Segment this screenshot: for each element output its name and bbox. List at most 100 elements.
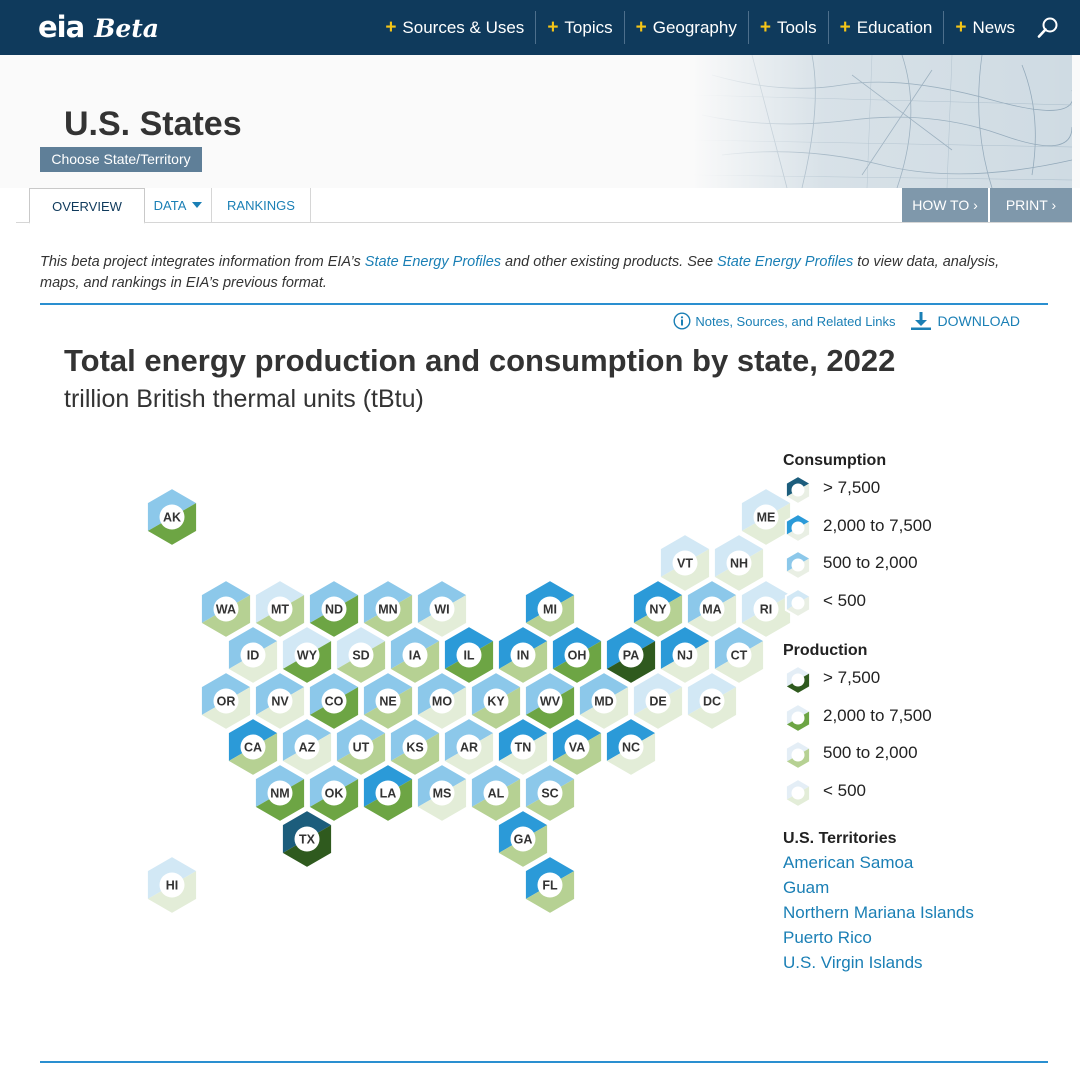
state-label: VA	[569, 741, 585, 755]
state-hex-ca[interactable]: CA	[226, 716, 280, 778]
production-legend-item: 500 to 2,000	[783, 735, 1063, 773]
state-hex-or[interactable]: OR	[199, 670, 253, 732]
state-hex-hi[interactable]: HI	[145, 854, 199, 916]
state-hex-ga[interactable]: GA	[496, 808, 550, 870]
plus-icon: +	[759, 16, 771, 38]
tab-rankings[interactable]: RANKINGS	[212, 188, 311, 223]
state-hex-tn[interactable]: TN	[496, 716, 550, 778]
state-hex-vt[interactable]: VT	[658, 532, 712, 594]
nav-tools[interactable]: + Tools	[747, 11, 828, 44]
state-energy-profiles-link[interactable]: State Energy Profiles	[364, 254, 502, 270]
state-hex-oh[interactable]: OH	[550, 624, 604, 686]
territory-link[interactable]: Puerto Rico	[783, 928, 872, 947]
state-hex-nj[interactable]: NJ	[658, 624, 712, 686]
state-hex-me[interactable]: ME	[739, 486, 793, 548]
state-hex-wv[interactable]: WV	[523, 670, 577, 732]
search-icon[interactable]	[1036, 16, 1060, 40]
state-hex-ok[interactable]: OK	[307, 762, 361, 824]
info-icon	[673, 312, 691, 330]
state-label: LA	[380, 787, 397, 801]
state-hex-nh[interactable]: NH	[712, 532, 766, 594]
nav-sources-uses[interactable]: + Sources & Uses	[374, 11, 535, 44]
state-hex-mi[interactable]: MI	[523, 578, 577, 640]
state-hex-la[interactable]: LA	[361, 762, 415, 824]
state-hex-ak[interactable]: AK	[145, 486, 199, 548]
download-button[interactable]: DOWNLOAD	[910, 311, 1020, 331]
state-hex-ms[interactable]: MS	[415, 762, 469, 824]
hex-outline	[307, 578, 361, 640]
hex-outline	[784, 702, 812, 733]
nav-topics[interactable]: + Topics	[535, 11, 623, 44]
hex-outline	[145, 486, 199, 548]
tab-overview[interactable]: OVERVIEW	[29, 188, 145, 224]
state-energy-profiles-link-2[interactable]: State Energy Profiles	[717, 254, 854, 270]
nav-education[interactable]: + Education	[827, 11, 944, 44]
state-hex-in[interactable]: IN	[496, 624, 550, 686]
state-hex-nc[interactable]: NC	[604, 716, 658, 778]
state-hex-wa[interactable]: WA	[199, 578, 253, 640]
tab-data-label: DATA	[153, 198, 187, 213]
choose-state-button[interactable]: Choose State/Territory	[40, 147, 202, 172]
label-circle	[791, 786, 805, 799]
label-circle	[791, 748, 805, 762]
print-button[interactable]: PRINT ›	[990, 188, 1072, 222]
chart-tools: Notes, Sources, and Related Links DOWNLO…	[673, 310, 1020, 332]
state-hex-il[interactable]: IL	[442, 624, 496, 686]
state-hex-wy[interactable]: WY	[280, 624, 334, 686]
state-hex-id[interactable]: ID	[226, 624, 280, 686]
state-hex-al[interactable]: AL	[469, 762, 523, 824]
state-hex-ks[interactable]: KS	[388, 716, 442, 778]
state-hex-nd[interactable]: ND	[307, 578, 361, 640]
main-nav: + Sources & Uses + Topics + Geography + Tool…	[374, 11, 1026, 44]
state-label: ID	[247, 649, 260, 663]
state-hex-ar[interactable]: AR	[442, 716, 496, 778]
state-hex-sd[interactable]: SD	[334, 624, 388, 686]
territory-link[interactable]: Guam	[783, 878, 830, 897]
state-hex-nm[interactable]: NM	[253, 762, 307, 824]
state-hex-az[interactable]: AZ	[280, 716, 334, 778]
download-icon	[910, 312, 931, 330]
state-hex-wi[interactable]: WI	[415, 578, 469, 640]
territory-link[interactable]: U.S. Virgin Islands	[783, 953, 923, 972]
state-label: WI	[434, 603, 449, 617]
nav-news[interactable]: + News	[943, 11, 1026, 44]
state-hex-de[interactable]: DE	[631, 670, 685, 732]
state-hex-tx[interactable]: TX	[280, 808, 334, 870]
nav-geography[interactable]: + Geography	[623, 11, 748, 44]
state-hex-sc[interactable]: SC	[523, 762, 577, 824]
chart-subtitle: trillion British thermal units (tBtu)	[64, 385, 424, 413]
hex-outline	[361, 762, 415, 824]
state-hex-ia[interactable]: IA	[388, 624, 442, 686]
state-hex-mo[interactable]: MO	[415, 670, 469, 732]
state-hex-ne[interactable]: NE	[361, 670, 415, 732]
state-label: MI	[543, 603, 557, 617]
state-hex-fl[interactable]: FL	[523, 854, 577, 916]
state-hex-va[interactable]: VA	[550, 716, 604, 778]
territory-link[interactable]: Northern Mariana Islands	[783, 903, 974, 922]
state-hex-mt[interactable]: MT	[253, 578, 307, 640]
hex-outline	[307, 670, 361, 732]
label-circle	[294, 734, 320, 760]
state-hex-ky[interactable]: KY	[469, 670, 523, 732]
state-hex-ct[interactable]: CT	[712, 624, 766, 686]
territory-link[interactable]: American Samoa	[783, 853, 914, 872]
state-hex-ri[interactable]: RI	[739, 578, 793, 640]
how-to-button[interactable]: HOW TO ›	[902, 188, 988, 222]
state-hex-co[interactable]: CO	[307, 670, 361, 732]
nav-label: Education	[856, 17, 933, 37]
state-hex-pa[interactable]: PA	[604, 624, 658, 686]
state-hex-ma[interactable]: MA	[685, 578, 739, 640]
state-hex-md[interactable]: MD	[577, 670, 631, 732]
state-hex-nv[interactable]: NV	[253, 670, 307, 732]
state-hex-dc[interactable]: DC	[685, 670, 739, 732]
notes-sources-link[interactable]: Notes, Sources, and Related Links	[673, 312, 896, 330]
state-label: UT	[353, 741, 370, 755]
state-hex-mn[interactable]: MN	[361, 578, 415, 640]
state-hex-ut[interactable]: UT	[334, 716, 388, 778]
hex-outline	[415, 578, 469, 640]
eia-logo[interactable]: eia Beta	[38, 10, 159, 44]
tab-data[interactable]: DATA	[145, 188, 212, 223]
hex-outline	[415, 670, 469, 732]
state-label: VT	[677, 557, 693, 571]
state-hex-ny[interactable]: NY	[631, 578, 685, 640]
